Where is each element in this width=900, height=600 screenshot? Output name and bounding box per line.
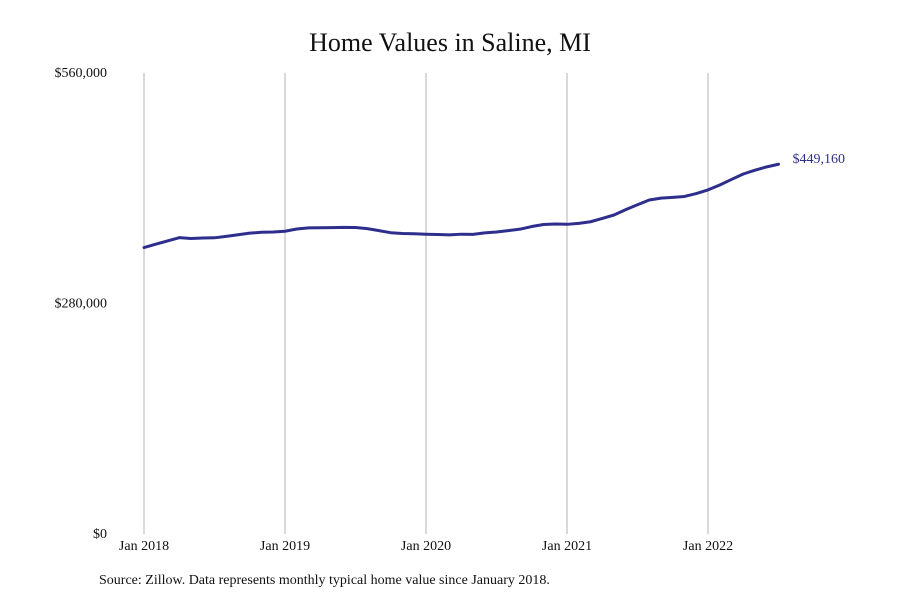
series-layer: [142, 162, 780, 250]
y-tick-label: $560,000: [55, 66, 108, 81]
x-tick-label: Jan 2022: [683, 539, 733, 554]
y-tick-label: $0: [93, 527, 107, 542]
source-note: Source: Zillow. Data represents monthly …: [99, 573, 550, 588]
x-axis: Jan 2018 Jan 2019 Jan 2020 Jan 2021 Jan 2022: [119, 539, 733, 554]
data-labels: $449,160: [793, 152, 846, 167]
y-axis: $0 $280,000 $560,000: [55, 66, 108, 542]
x-tick-label: Jan 2019: [260, 539, 310, 554]
x-tick-label: Jan 2018: [119, 539, 169, 554]
x-tick-label: Jan 2020: [401, 539, 451, 554]
grid-lines: [143, 73, 709, 534]
chart-title: Home Values in Saline, MI: [309, 28, 591, 57]
end-value-label: $449,160: [793, 152, 846, 167]
y-tick-label: $280,000: [55, 297, 108, 312]
series-line: [142, 162, 780, 250]
x-tick-label: Jan 2021: [542, 539, 592, 554]
